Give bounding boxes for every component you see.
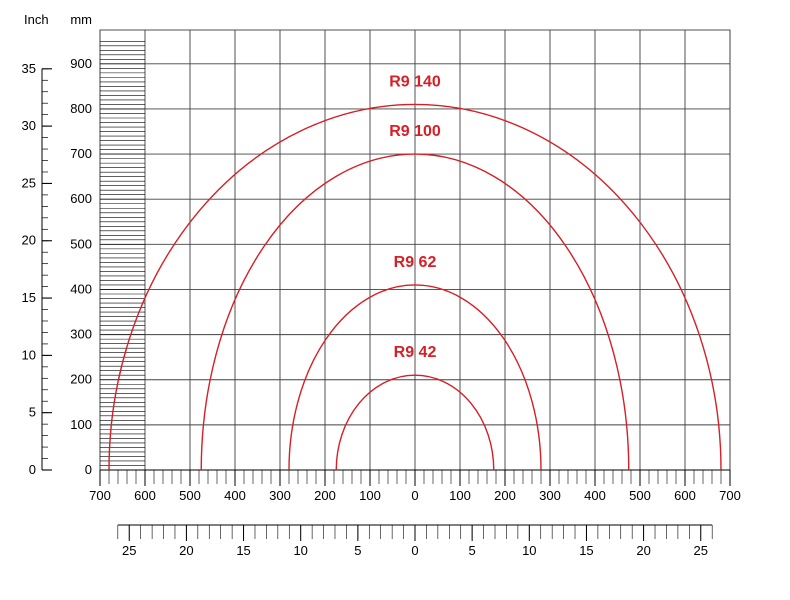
x-inch-tick-label: 25 [122,543,136,558]
y-mm-tick-label: 300 [70,327,92,342]
reach-arc-label: R9 62 [394,254,437,271]
y-mm-tick-label: 800 [70,101,92,116]
y-inch-tick-label: 20 [22,233,36,248]
y-mm-tick-label: 100 [70,417,92,432]
y-mm-tick-label: 0 [85,462,92,477]
y-mm-unit: mm [70,12,92,27]
x-mm-tick-label: 700 [89,488,111,503]
y-mm-tick-label: 700 [70,146,92,161]
x-inch-tick-label: 0 [411,543,418,558]
x-inch-tick-label: 15 [579,543,593,558]
y-inch-tick-label: 15 [22,290,36,305]
y-mm-tick-label: 400 [70,281,92,296]
x-mm-tick-label: 200 [314,488,336,503]
reach-arc-label: R9 42 [394,344,437,361]
y-inch-tick-label: 35 [22,61,36,76]
y-inch-tick-label: 30 [22,118,36,133]
x-mm-tick-label: 0 [411,488,418,503]
x-mm-tick-label: 400 [224,488,246,503]
x-mm-tick-label: 300 [539,488,561,503]
x-mm-tick-label: 100 [359,488,381,503]
x-inch-tick-label: 25 [694,543,708,558]
x-mm-tick-label: 100 [449,488,471,503]
x-mm-tick-label: 600 [134,488,156,503]
y-mm-tick-label: 500 [70,236,92,251]
y-inch-unit: Inch [24,12,49,27]
x-mm-tick-label: 200 [494,488,516,503]
x-inch-tick-label: 15 [236,543,250,558]
x-mm-tick-label: 300 [269,488,291,503]
x-mm-tick-label: 700 [719,488,741,503]
reach-arc-label: R9 140 [389,73,441,90]
x-inch-tick-label: 20 [636,543,650,558]
y-mm-tick-label: 900 [70,56,92,71]
x-mm-tick-label: 500 [629,488,651,503]
y-inch-tick-label: 0 [29,462,36,477]
x-inch-tick-label: 10 [293,543,307,558]
x-inch-tick-label: 10 [522,543,536,558]
x-inch-tick-label: 20 [179,543,193,558]
x-inch-tick-label: 5 [354,543,361,558]
x-inch-tick-label: 5 [469,543,476,558]
reach-arc-label: R9 100 [389,123,441,140]
y-mm-tick-label: 200 [70,372,92,387]
x-mm-tick-label: 600 [674,488,696,503]
x-mm-tick-label: 400 [584,488,606,503]
y-inch-tick-label: 5 [29,405,36,420]
x-mm-tick-label: 500 [179,488,201,503]
y-mm-tick-label: 600 [70,191,92,206]
y-inch-tick-label: 10 [22,347,36,362]
y-inch-tick-label: 25 [22,175,36,190]
reach-envelope-chart: 0100200300400500600700800900mm0510152025… [0,0,790,600]
